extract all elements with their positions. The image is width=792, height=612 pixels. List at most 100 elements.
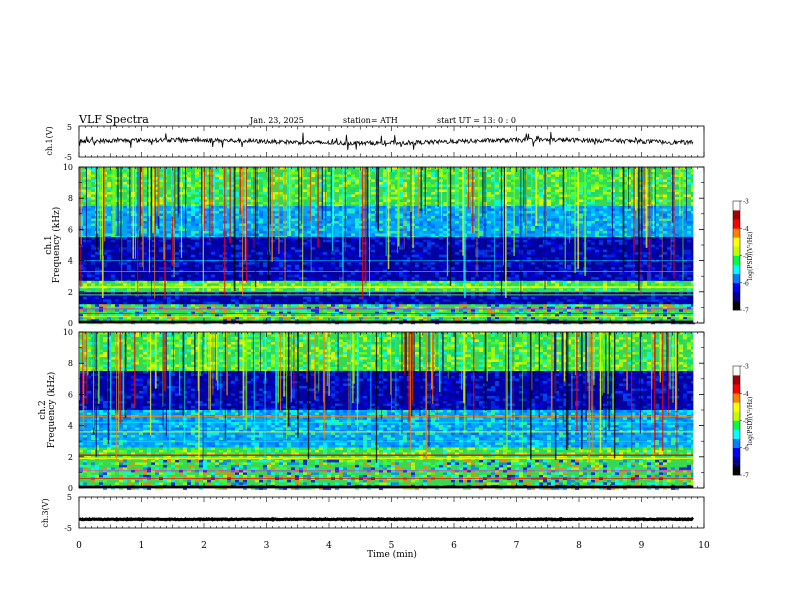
spectrogram-cell — [687, 231, 691, 234]
spectrogram-cell — [623, 233, 627, 236]
spectrogram-cell — [115, 237, 119, 240]
spectrogram-cell — [631, 274, 635, 278]
spectrogram-cell — [143, 218, 147, 221]
spectrogram-cell — [523, 274, 527, 278]
spectrogram-cell — [219, 211, 223, 214]
spectrogram-cell — [659, 277, 663, 280]
spectrogram-cell — [311, 296, 315, 300]
spectrogram-cell — [319, 291, 323, 295]
spectrogram-cell — [443, 231, 447, 234]
spectrogram-cell — [259, 299, 263, 302]
spectrogram-cell — [547, 221, 551, 224]
spectrogram-cell — [195, 204, 199, 207]
spectrogram-cell — [403, 174, 407, 177]
spectrogram-cell — [211, 172, 215, 175]
spectrogram-cell — [291, 216, 295, 219]
spectrogram-cell — [291, 204, 295, 207]
spectrogram-cell — [307, 264, 311, 268]
spectrogram-cell — [431, 242, 435, 245]
spectrogram-cell — [287, 172, 291, 175]
spectrogram-cell — [587, 218, 591, 221]
spectrogram-cell — [215, 264, 219, 268]
spectrogram-cell — [575, 269, 579, 273]
spectrogram-cell — [115, 272, 119, 275]
spectrogram-cell — [679, 267, 683, 270]
spectrogram-cell — [559, 216, 563, 219]
spectrogram-cell — [675, 233, 679, 236]
spectrogram-cell — [623, 269, 627, 273]
spectrogram-cell — [227, 184, 231, 187]
spectrogram-cell — [447, 211, 451, 214]
spectrogram-cell — [479, 221, 483, 224]
spectrogram-cell — [83, 272, 87, 275]
spectrogram-cell — [671, 237, 675, 240]
spectrogram-cell — [607, 252, 611, 255]
spectrogram-cell — [539, 272, 543, 275]
spectrogram-cell — [531, 249, 535, 253]
spectrogram-cell — [443, 267, 447, 270]
spectrogram-cell — [555, 197, 559, 200]
spectrogram-cell — [467, 277, 471, 280]
spectrogram-cell — [187, 218, 191, 221]
spectrogram-cell — [239, 274, 243, 278]
spectrogram-cell — [555, 179, 559, 182]
spectrogram-cell — [115, 197, 119, 200]
spectrogram-cell — [315, 218, 319, 221]
spectrogram-cell — [347, 274, 351, 278]
spectrogram-cell — [303, 199, 307, 202]
spectrogram-cell — [195, 237, 199, 240]
spectrogram-cell — [291, 264, 295, 268]
spectrogram-cell — [351, 189, 355, 192]
spectrogram-cell — [251, 174, 255, 177]
spectrogram-cell — [435, 239, 439, 243]
spectrogram-cell — [179, 301, 183, 305]
spectrogram-cell — [259, 272, 263, 275]
spectrogram-cell — [623, 252, 627, 255]
spectrogram-cell — [403, 233, 407, 236]
spectrogram-cell — [419, 277, 423, 280]
spectrogram-cell — [435, 192, 439, 195]
spectrogram-cell — [507, 288, 511, 291]
spectrogram-cell — [371, 244, 375, 248]
spectrogram-cell — [599, 267, 603, 270]
spectrogram-cell — [251, 299, 255, 302]
spectrogram-cell — [247, 208, 251, 211]
spectrogram-cell — [143, 189, 147, 192]
spectrogram-cell — [479, 167, 483, 170]
spectrogram-cell — [415, 169, 419, 172]
spectrogram-cell — [327, 239, 331, 243]
spectrogram-cell — [83, 314, 87, 317]
spectrogram-cell — [399, 202, 403, 205]
spectrogram-cell — [359, 169, 363, 172]
spectrogram-cell — [231, 262, 235, 265]
spectrogram-cell — [487, 194, 491, 197]
spectrogram-cell — [459, 172, 463, 175]
spectrogram-cell — [195, 199, 199, 202]
spectrogram-cell — [247, 221, 251, 224]
spectrogram-cell — [391, 218, 395, 221]
spectrogram-cell — [371, 226, 375, 229]
spectrogram-cell — [227, 249, 231, 253]
spectrogram-cell — [655, 206, 659, 209]
spectrogram-cell — [295, 233, 299, 236]
spectrogram-cell — [419, 252, 423, 255]
spectrogram-cell — [603, 206, 607, 209]
spectrogram-cell — [579, 242, 583, 245]
spectrogram-cell — [239, 239, 243, 243]
spectrogram-cell — [507, 231, 511, 234]
spectrogram-cell — [655, 194, 659, 197]
spectrogram-cell — [195, 213, 199, 216]
spectrogram-cell — [459, 249, 463, 253]
spectrogram-cell — [427, 174, 431, 177]
spectrogram-cell — [571, 272, 575, 275]
spectrogram-cell — [227, 213, 231, 216]
spectrogram-cell — [683, 239, 687, 243]
spectrogram-cell — [347, 226, 351, 229]
spectrogram-cell — [675, 257, 679, 260]
spectrogram-cell — [143, 304, 147, 307]
spectrogram-cell — [323, 182, 327, 185]
spectrogram-cell — [659, 179, 663, 182]
spectrogram-cell — [303, 254, 307, 258]
spectrogram-cell — [507, 267, 511, 270]
spectrogram-cell — [651, 299, 655, 302]
